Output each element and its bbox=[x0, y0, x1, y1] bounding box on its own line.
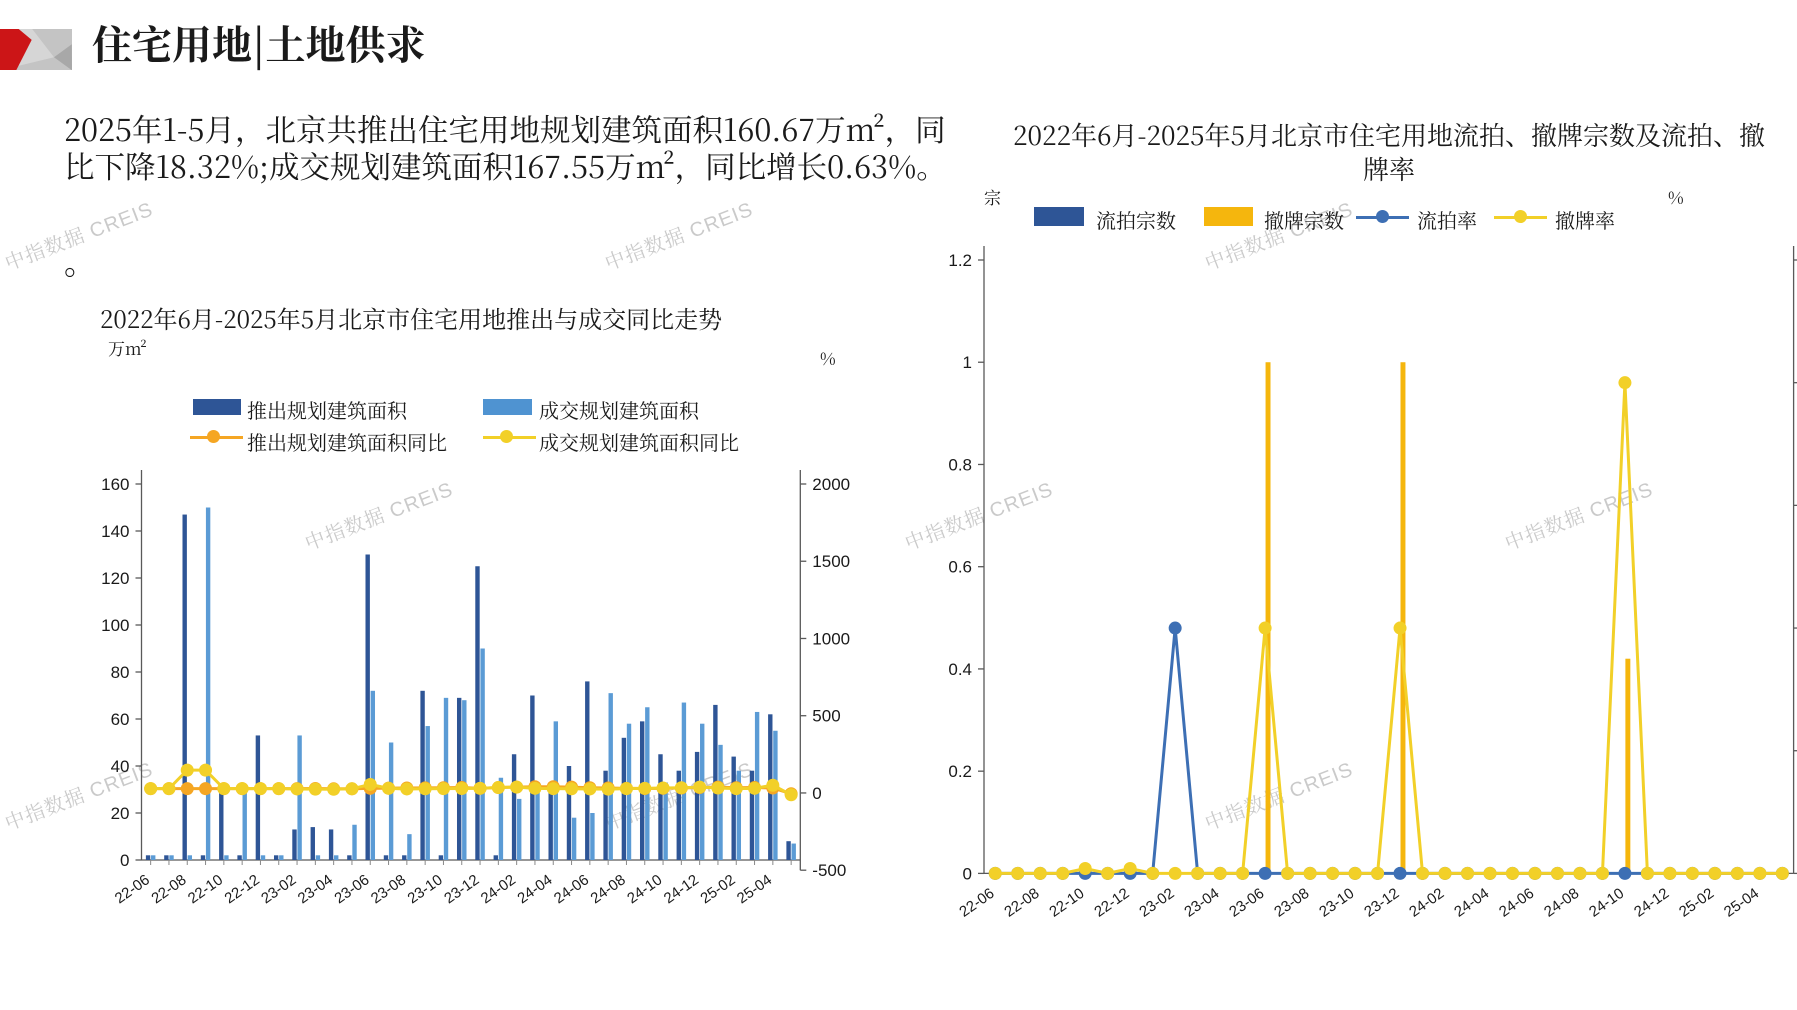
svg-text:0.6: 0.6 bbox=[948, 558, 972, 577]
svg-text:22-08: 22-08 bbox=[1001, 885, 1042, 921]
svg-text:23-04: 23-04 bbox=[1181, 885, 1222, 921]
svg-text:140: 140 bbox=[101, 522, 129, 541]
svg-text:24-10: 24-10 bbox=[1586, 885, 1627, 921]
svg-text:24-08: 24-08 bbox=[1541, 885, 1582, 921]
svg-text:22-10: 22-10 bbox=[185, 871, 226, 907]
svg-text:23-10: 23-10 bbox=[1316, 885, 1357, 921]
svg-text:23-02: 23-02 bbox=[258, 871, 299, 907]
svg-text:40: 40 bbox=[111, 757, 130, 776]
svg-text:25-02: 25-02 bbox=[1676, 885, 1717, 921]
svg-text:22-10: 22-10 bbox=[1046, 885, 1087, 921]
svg-text:1: 1 bbox=[963, 353, 972, 372]
svg-text:23-08: 23-08 bbox=[368, 871, 409, 907]
svg-text:-500: -500 bbox=[812, 861, 846, 880]
svg-text:22-08: 22-08 bbox=[148, 871, 189, 907]
svg-text:60: 60 bbox=[111, 710, 130, 729]
svg-text:100: 100 bbox=[101, 616, 129, 635]
svg-text:23-08: 23-08 bbox=[1271, 885, 1312, 921]
svg-text:120: 120 bbox=[101, 569, 129, 588]
svg-text:24-06: 24-06 bbox=[1496, 885, 1537, 921]
svg-text:2000: 2000 bbox=[812, 475, 850, 494]
svg-text:23-06: 23-06 bbox=[1226, 885, 1267, 921]
svg-text:25-04: 25-04 bbox=[1721, 885, 1762, 921]
svg-text:1.2: 1.2 bbox=[948, 251, 972, 270]
svg-text:0.4: 0.4 bbox=[948, 660, 972, 679]
svg-text:22-06: 22-06 bbox=[956, 885, 997, 921]
svg-text:0: 0 bbox=[812, 784, 821, 803]
svg-text:0.2: 0.2 bbox=[948, 762, 972, 781]
svg-text:0: 0 bbox=[963, 864, 972, 883]
svg-text:24-12: 24-12 bbox=[1631, 885, 1672, 921]
svg-text:22-06: 22-06 bbox=[112, 871, 153, 907]
svg-text:1000: 1000 bbox=[812, 629, 850, 648]
svg-text:160: 160 bbox=[101, 475, 129, 494]
svg-text:25-02: 25-02 bbox=[697, 871, 738, 907]
svg-text:23-06: 23-06 bbox=[331, 871, 372, 907]
svg-text:22-12: 22-12 bbox=[222, 871, 263, 907]
svg-text:24-10: 24-10 bbox=[624, 871, 665, 907]
svg-text:23-10: 23-10 bbox=[405, 871, 446, 907]
svg-text:0.8: 0.8 bbox=[948, 455, 972, 474]
svg-text:80: 80 bbox=[111, 663, 130, 682]
svg-text:0: 0 bbox=[120, 851, 129, 870]
svg-text:25-04: 25-04 bbox=[734, 871, 775, 907]
svg-text:23-02: 23-02 bbox=[1136, 885, 1177, 921]
svg-text:20: 20 bbox=[111, 804, 130, 823]
svg-text:24-12: 24-12 bbox=[661, 871, 702, 907]
svg-text:23-04: 23-04 bbox=[295, 871, 336, 907]
svg-text:24-06: 24-06 bbox=[551, 871, 592, 907]
svg-text:500: 500 bbox=[812, 707, 840, 726]
svg-text:23-12: 23-12 bbox=[1361, 885, 1402, 921]
svg-text:24-02: 24-02 bbox=[1406, 885, 1447, 921]
svg-text:22-12: 22-12 bbox=[1091, 885, 1132, 921]
svg-text:1500: 1500 bbox=[812, 552, 850, 571]
svg-text:23-12: 23-12 bbox=[441, 871, 482, 907]
svg-text:24-04: 24-04 bbox=[1451, 885, 1492, 921]
svg-text:24-04: 24-04 bbox=[514, 871, 555, 907]
svg-text:24-08: 24-08 bbox=[588, 871, 629, 907]
svg-text:24-02: 24-02 bbox=[478, 871, 519, 907]
